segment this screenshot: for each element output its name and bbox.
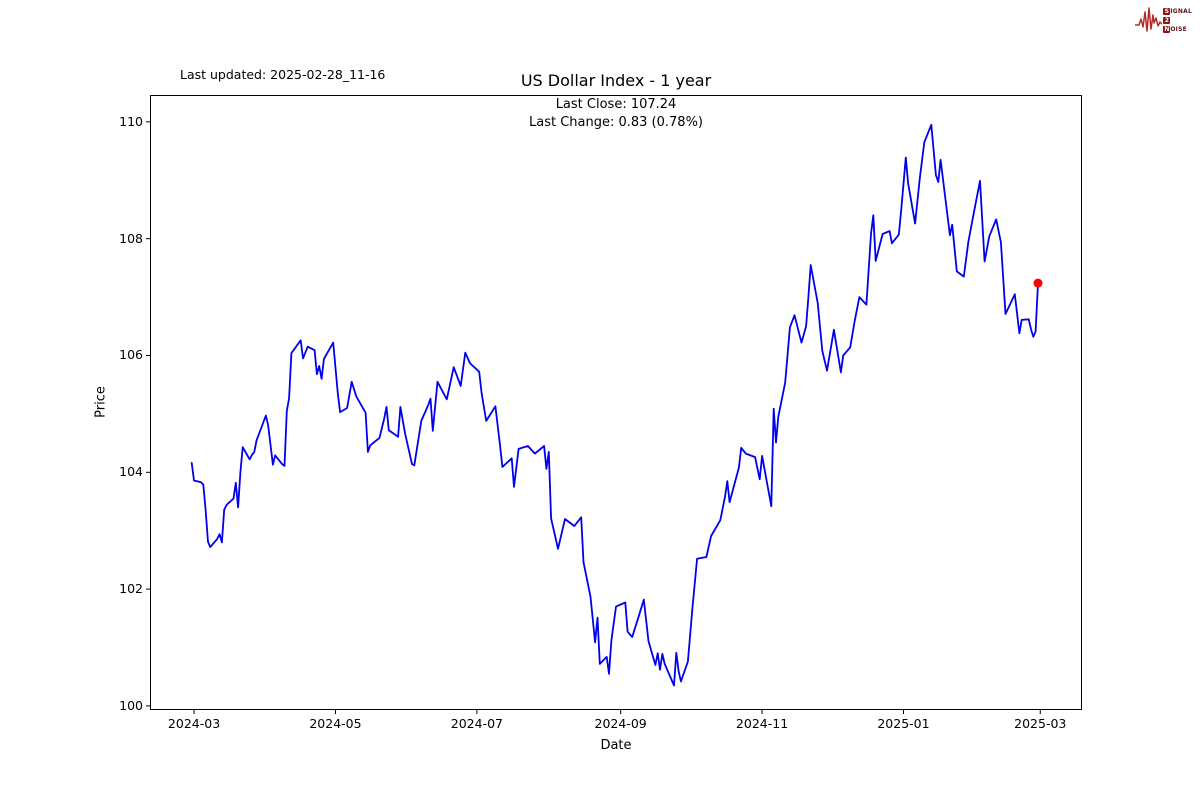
logo-text: S IGNAL 2 N OISE xyxy=(1163,7,1192,33)
x-tick-label: 2025-03 xyxy=(1014,716,1067,731)
chart-title: US Dollar Index - 1 year xyxy=(520,71,712,90)
x-tick-label: 2024-11 xyxy=(735,716,789,731)
y-tick-label: 104 xyxy=(119,464,143,480)
y-tick-label: 106 xyxy=(119,347,143,363)
x-tick-label: 2024-09 xyxy=(594,716,647,731)
y-tick-label: 100 xyxy=(119,697,143,713)
x-axis-label: Date xyxy=(600,738,632,753)
logo-letter-n: N xyxy=(1163,25,1171,33)
price-line xyxy=(190,123,1039,687)
logo-word-signal: IGNAL xyxy=(1170,7,1192,15)
last-close-marker xyxy=(1033,278,1043,288)
logo-row-noise: N OISE xyxy=(1163,25,1192,33)
logo-letter-s: S xyxy=(1163,7,1171,15)
plot-area xyxy=(146,95,1082,714)
y-tick-label: 110 xyxy=(119,113,143,129)
last-updated-text: Last updated: 2025-02-28_11-16 xyxy=(180,67,386,82)
plot-border xyxy=(150,95,1082,710)
last-change-text: Last Change: 0.83 (0.78%) xyxy=(528,115,703,130)
y-tick-label: 102 xyxy=(119,581,143,597)
y-axis-label: Price xyxy=(93,386,109,418)
x-tick-label: 2025-01 xyxy=(877,716,930,731)
logo-letter-2: 2 xyxy=(1163,16,1171,24)
x-tick-label: 2024-03 xyxy=(167,716,221,731)
logo-row-signal: S IGNAL xyxy=(1163,7,1192,15)
x-tick-label: 2024-05 xyxy=(309,716,362,731)
logo-word-noise: OISE xyxy=(1170,25,1187,33)
x-tick-label: 2024-07 xyxy=(450,716,503,731)
signal2noise-logo: S IGNAL 2 N OISE xyxy=(1135,5,1192,35)
last-close-text: Last Close: 107.24 xyxy=(555,97,677,112)
logo-row-2: 2 xyxy=(1163,16,1192,24)
y-tick-label: 108 xyxy=(119,230,143,246)
waveform-icon xyxy=(1135,7,1163,32)
